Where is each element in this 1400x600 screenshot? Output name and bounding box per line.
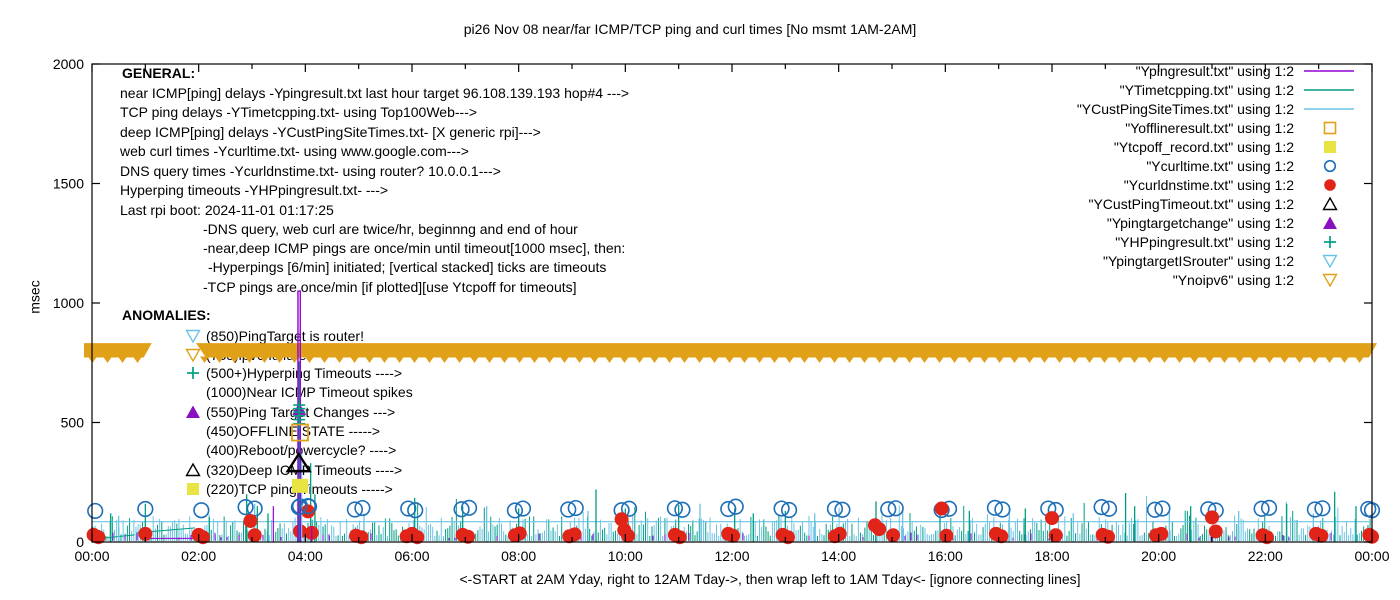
anomaly-row: (220)TCP ping Timeouts -----> xyxy=(184,480,393,498)
legend-label: "Ycurltime.txt" using 1:2 xyxy=(1146,158,1294,174)
general-line: -TCP pings are once/min [if plotted][use… xyxy=(203,279,577,295)
inverted-triangle-icon xyxy=(184,347,202,363)
legend-row: "Yofflineresult.txt" using 1:2 xyxy=(900,119,1358,137)
general-line: -near,deep ICMP pings are once/min until… xyxy=(203,240,626,256)
legend-label: "Ytcpoff_record.txt" using 1:2 xyxy=(1113,139,1294,155)
legend-open-square-icon xyxy=(1302,120,1358,136)
anomaly-label: (735)ipv6 failure! xyxy=(206,347,311,363)
anomaly-row: (550)Ping Target Changes ---> xyxy=(184,403,395,421)
general-line: -Hyperpings [6/min] initiated; [vertical… xyxy=(208,259,607,275)
legend-label: "YpingtargetISrouter" using 1:2 xyxy=(1102,253,1294,269)
general-line: near ICMP[ping] delays -Ypingresult.txt … xyxy=(120,85,630,101)
legend-line-sample-icon xyxy=(1302,101,1358,117)
legend-open-circle-icon xyxy=(1302,158,1358,174)
anomaly-label: (220)TCP ping Timeouts -----> xyxy=(206,481,393,497)
legend-filled-circle-icon xyxy=(1302,177,1358,193)
legend-line-sample-icon xyxy=(1302,82,1358,98)
legend-row: "Ynoipv6" using 1:2 xyxy=(900,271,1358,289)
legend-label: "Yofflineresult.txt" using 1:2 xyxy=(1125,120,1294,136)
general-line: -DNS query, web curl are twice/hr, begin… xyxy=(203,221,578,237)
open-triangle-icon xyxy=(184,462,202,478)
anomaly-row: (500+)Hyperping Timeouts ----> xyxy=(184,364,402,382)
legend-label: "YHPpingresult.txt" using 1:2 xyxy=(1115,234,1294,250)
legend-row: "Ycurldnstime.txt" using 1:2 xyxy=(900,176,1358,194)
general-line: TCP ping delays -YTimetcpping.txt- using… xyxy=(120,104,478,120)
general-line: Last rpi boot: 2024-11-01 01:17:25 xyxy=(120,202,334,218)
legend-label: "Ypingtargetchange" using 1:2 xyxy=(1106,215,1294,231)
inverted-triangle-icon xyxy=(184,328,202,344)
legend-plus-icon xyxy=(1302,234,1358,250)
anomalies-heading: ANOMALIES: xyxy=(122,307,211,323)
filled-square-icon xyxy=(184,481,202,497)
anomaly-label: (450)OFFLINE STATE -----> xyxy=(206,423,381,439)
legend-label: "Ypingresult.txt" using 1:2 xyxy=(1135,63,1294,79)
legend-label: "YTimetcpping.txt" using 1:2 xyxy=(1119,82,1294,98)
general-line: DNS query times -Ycurldnstime.txt- using… xyxy=(120,163,501,179)
chart-title: pi26 Nov 08 near/far ICMP/TCP ping and c… xyxy=(463,21,917,37)
legend-row: "Ytcpoff_record.txt" using 1:2 xyxy=(900,138,1358,156)
legend-filled-triangle-icon xyxy=(1302,215,1358,231)
legend-row: "Ycurltime.txt" using 1:2 xyxy=(900,157,1358,175)
legend-label: "YCustPingTimeout.txt" using 1:2 xyxy=(1088,196,1294,212)
anomaly-label: (500+)Hyperping Timeouts ----> xyxy=(206,365,403,381)
legend-row: "YpingtargetISrouter" using 1:2 xyxy=(900,252,1358,270)
anomaly-row: (450)OFFLINE STATE -----> xyxy=(184,422,380,440)
legend-row: "YTimetcpping.txt" using 1:2 xyxy=(900,81,1358,99)
anomaly-label: (850)PingTarget is router! xyxy=(206,328,364,344)
filled-triangle-icon xyxy=(184,404,202,420)
anomaly-row: (1000)Near ICMP Timeout spikes xyxy=(184,383,413,401)
legend-label: "YCustPingSiteTimes.txt" using 1:2 xyxy=(1076,101,1294,117)
anomaly-label: (1000)Near ICMP Timeout spikes xyxy=(206,384,413,400)
anomaly-label: (550)Ping Target Changes ---> xyxy=(206,404,396,420)
legend-row: "YCustPingTimeout.txt" using 1:2 xyxy=(900,195,1358,213)
legend-row: "YCustPingSiteTimes.txt" using 1:2 xyxy=(900,100,1358,118)
anomaly-row: (850)PingTarget is router! xyxy=(184,327,364,345)
general-line: deep ICMP[ping] delays -YCustPingSiteTim… xyxy=(120,124,541,140)
general-line: Hyperping timeouts -YHPpingresult.txt- -… xyxy=(120,182,389,198)
general-line: web curl times -Ycurltime.txt- using www… xyxy=(120,143,469,159)
y-axis-label: msec xyxy=(26,280,43,314)
legend-row: "Ypingtargetchange" using 1:2 xyxy=(900,214,1358,232)
legend-row: "YHPpingresult.txt" using 1:2 xyxy=(900,233,1358,251)
general-heading: GENERAL: xyxy=(122,65,196,81)
anomaly-row: (400)Reboot/powercycle? ----> xyxy=(184,441,396,459)
legend-label: "Ynoipv6" using 1:2 xyxy=(1172,272,1294,288)
legend-open-triangle-icon xyxy=(1302,196,1358,212)
legend-label: "Ycurldnstime.txt" using 1:2 xyxy=(1123,177,1294,193)
legend-filled-square-icon xyxy=(1302,139,1358,155)
legend-row: "Ypingresult.txt" using 1:2 xyxy=(900,62,1358,80)
anomaly-label: (400)Reboot/powercycle? ----> xyxy=(206,442,397,458)
anomaly-label: (320)Deep ICMP Timeouts ----> xyxy=(206,462,403,478)
legend-inverted-triangle-icon xyxy=(1302,253,1358,269)
anomaly-row: (320)Deep ICMP Timeouts ----> xyxy=(184,461,402,479)
x-axis-caption: <-START at 2AM Yday, right to 12AM Tday-… xyxy=(459,571,1081,587)
plus-icon xyxy=(184,365,202,381)
legend-line-sample-icon xyxy=(1302,63,1358,79)
anomaly-row: (735)ipv6 failure! xyxy=(184,346,310,364)
legend-inverted-triangle-icon xyxy=(1302,272,1358,288)
